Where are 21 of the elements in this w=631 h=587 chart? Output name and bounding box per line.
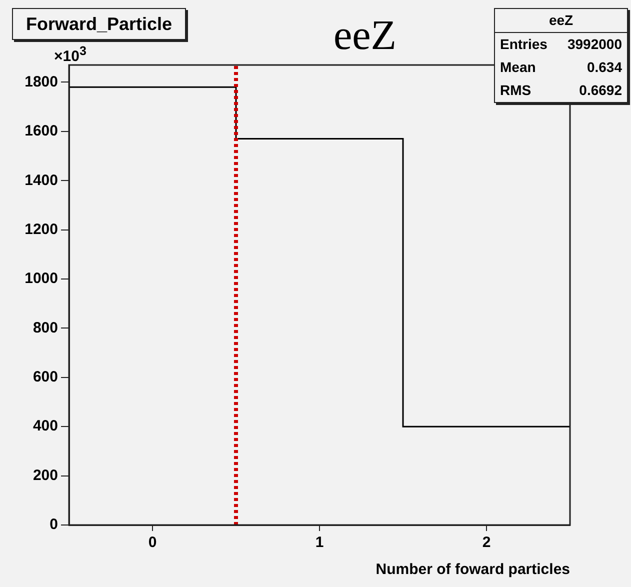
- chart-title: eeZ: [332, 12, 398, 60]
- text: Mean 0.634: [500, 59, 622, 75]
- x-axis-title: Number of foward particles: [376, 561, 570, 578]
- text: Entries 3992000: [500, 36, 622, 52]
- y-tick-label: 0: [50, 516, 58, 534]
- x-tick-label: 1: [315, 534, 324, 552]
- y-tick-label: 1400: [24, 172, 58, 189]
- y-tick-label: 1600: [24, 122, 58, 140]
- y-tick-label: 200: [32, 466, 58, 484]
- y-tick-label: 1000: [24, 270, 58, 288]
- annotation: ×10$^{3}$: [54, 44, 86, 65]
- y-tick-label: 1200: [24, 220, 58, 238]
- y-tick-label: 1800: [24, 73, 58, 90]
- x-tick-label: 0: [148, 534, 157, 552]
- text: eeZ: [495, 9, 627, 33]
- x-tick-label: 2: [482, 534, 491, 552]
- y-tick-label: 400: [32, 418, 58, 435]
- text: Forward_Particle: [12, 8, 186, 40]
- text: RMS 0.6692: [500, 82, 622, 98]
- y-tick-label: 600: [32, 368, 58, 386]
- y-tick-label: 800: [32, 319, 58, 336]
